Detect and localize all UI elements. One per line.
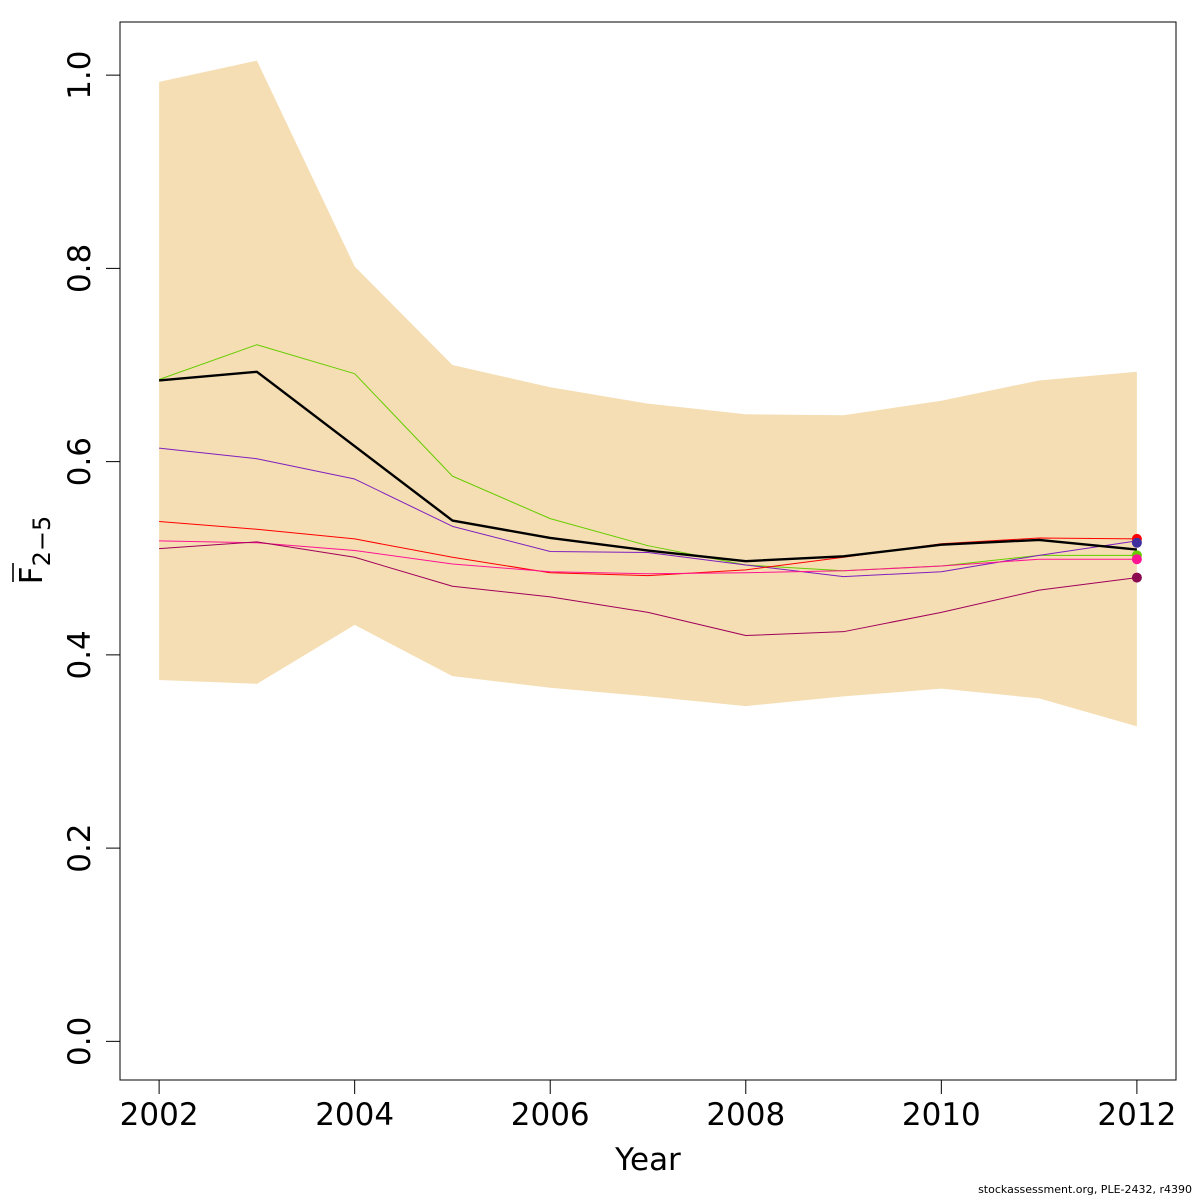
y-axis-title-subscript: 2−5 [28, 516, 56, 567]
x-axis: 2002 2004 2006 2008 2010 2012 [120, 1079, 1176, 1133]
y-tick-label: 0.0 [62, 1017, 98, 1066]
x-tick-label: 2002 [120, 1097, 199, 1133]
series-line-4 [159, 540, 1137, 575]
svg-text:F2−5: F2−5 [14, 516, 56, 585]
end-point-5 [1131, 572, 1142, 583]
confidence-band [159, 60, 1137, 727]
end-point-4 [1131, 554, 1142, 565]
end-point-2 [1131, 537, 1142, 548]
x-axis-title: Year [614, 1142, 681, 1178]
series-line-3 [159, 521, 1137, 577]
x-tick-label: 2004 [315, 1097, 394, 1133]
series-layer [158, 344, 1138, 637]
y-axis: 0.0 0.2 0.4 0.6 0.8 1.0 [62, 50, 121, 1066]
x-tick-label: 2006 [511, 1097, 590, 1133]
y-tick-label: 0.4 [62, 630, 98, 679]
x-tick-label: 2010 [902, 1097, 981, 1133]
series-line-1 [158, 344, 1137, 572]
series-line-2 [159, 447, 1137, 578]
confidence-band-layer [159, 60, 1137, 727]
y-axis-title-main: F [14, 566, 50, 584]
end-points-layer [1131, 533, 1142, 583]
y-tick-label: 0.2 [62, 823, 98, 872]
x-tick-label: 2008 [706, 1097, 785, 1133]
y-tick-label: 1.0 [62, 50, 98, 99]
y-axis-title: F2−5 [12, 516, 56, 585]
series-line-6 [159, 370, 1138, 563]
y-tick-label: 0.8 [62, 244, 98, 293]
series-line-5 [159, 541, 1137, 637]
credit-text: stockassessment.org, PLE-2432, r4390 [978, 1183, 1192, 1196]
x-tick-label: 2012 [1097, 1097, 1176, 1133]
y-tick-label: 0.6 [62, 437, 98, 486]
